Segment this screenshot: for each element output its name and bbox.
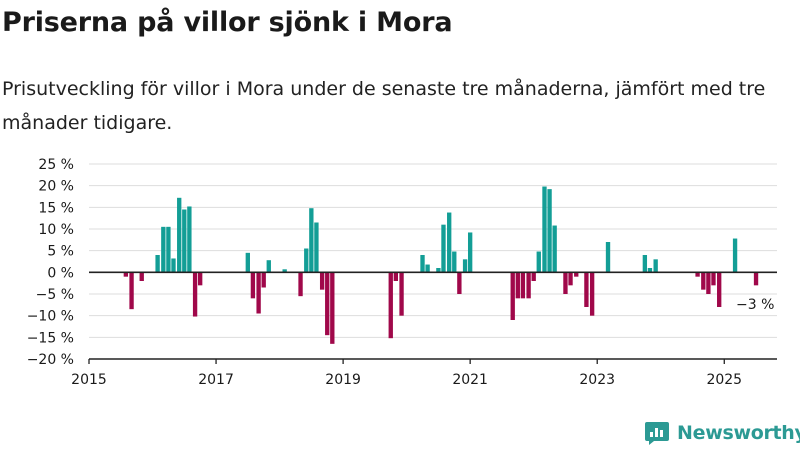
- y-tick-label: 20 %: [38, 179, 74, 195]
- x-tick-label: 2025: [706, 372, 742, 388]
- bar: [542, 186, 547, 273]
- y-tick-label: 25 %: [38, 157, 74, 173]
- x-tick-label: 2019: [325, 372, 361, 388]
- brand-name: Newsworthy: [677, 422, 800, 444]
- bar: [256, 272, 261, 314]
- y-tick-label: 15 %: [38, 200, 74, 216]
- bar: [420, 255, 425, 273]
- bar: [139, 272, 144, 281]
- y-tick-label: −15 %: [27, 330, 74, 346]
- bar: [325, 272, 330, 336]
- bar: [642, 255, 648, 273]
- bar: [547, 189, 552, 273]
- chart-subtitle: Prisutveckling för villor i Mora under d…: [2, 78, 766, 134]
- bar: [531, 272, 536, 281]
- bar: [261, 272, 266, 288]
- bar: [298, 272, 303, 297]
- chart-title: Priserna på villor sjönk i Mora: [2, 7, 453, 38]
- bar: [711, 272, 716, 286]
- bar: [155, 255, 160, 273]
- y-tick-label: 0 %: [47, 265, 74, 281]
- bar: [452, 251, 457, 273]
- bar: [568, 272, 573, 286]
- newsworthy-logo-icon: [645, 422, 669, 445]
- bar: [177, 197, 182, 273]
- bar: [425, 264, 430, 273]
- bar: [510, 272, 515, 320]
- bar: [250, 272, 256, 299]
- bar: [129, 272, 134, 310]
- y-tick-label: −5 %: [36, 287, 74, 303]
- bar: [515, 272, 520, 299]
- bar: [605, 242, 611, 273]
- bar: [309, 208, 314, 273]
- bar: [695, 272, 700, 277]
- bar: [245, 252, 250, 273]
- axes: [88, 271, 777, 364]
- bar: [536, 251, 541, 273]
- bar: [520, 272, 526, 299]
- newsworthy-logo[interactable]: Newsworthy: [644, 418, 800, 448]
- bar: [393, 272, 399, 281]
- bar: [314, 222, 319, 273]
- bar: [647, 268, 653, 273]
- x-tick-label: 2023: [579, 372, 615, 388]
- bar: [192, 272, 198, 317]
- bar: [732, 238, 738, 273]
- bar: [187, 206, 192, 273]
- bar: [198, 272, 203, 286]
- bar: [574, 272, 579, 277]
- annotation-label: −3 %: [736, 297, 774, 313]
- bars: [123, 186, 759, 344]
- bar: [399, 272, 404, 316]
- bar: [304, 248, 309, 273]
- bar: [182, 209, 187, 273]
- x-tick-label: 2015: [71, 372, 107, 388]
- tick-labels: 25 % 20 % 15 % 10 % 5 % 0 % −5 % −10 % −15 % −20 …: [27, 157, 775, 388]
- bar: [753, 272, 759, 286]
- y-tick-label: 5 %: [47, 244, 74, 260]
- y-tick-label: 10 %: [38, 222, 74, 238]
- bar: [436, 268, 441, 273]
- y-tick-label: −20 %: [27, 352, 74, 368]
- x-tick-label: 2021: [452, 372, 488, 388]
- bar: [166, 226, 171, 273]
- x-tick-label: 2017: [198, 372, 234, 388]
- bar: [467, 232, 473, 273]
- bar: [282, 269, 287, 273]
- bar: [447, 212, 452, 273]
- bar: [161, 226, 166, 273]
- bar: [462, 259, 468, 273]
- bar: [319, 272, 325, 290]
- bar: [589, 272, 595, 316]
- bar: [552, 225, 557, 273]
- bar: [717, 272, 722, 307]
- bar: [266, 260, 271, 273]
- y-tick-label: −10 %: [27, 309, 74, 325]
- bar: [701, 272, 706, 290]
- bar: [441, 224, 446, 273]
- bar: [706, 272, 711, 294]
- bar: [171, 258, 176, 273]
- bar: [123, 272, 129, 277]
- bar: [653, 259, 658, 273]
- gridlines: [89, 163, 777, 338]
- bar: [457, 272, 462, 294]
- bar: [330, 272, 335, 344]
- bar: [388, 272, 393, 339]
- bar: [584, 272, 589, 307]
- bar: [526, 272, 531, 299]
- bar: [563, 272, 568, 294]
